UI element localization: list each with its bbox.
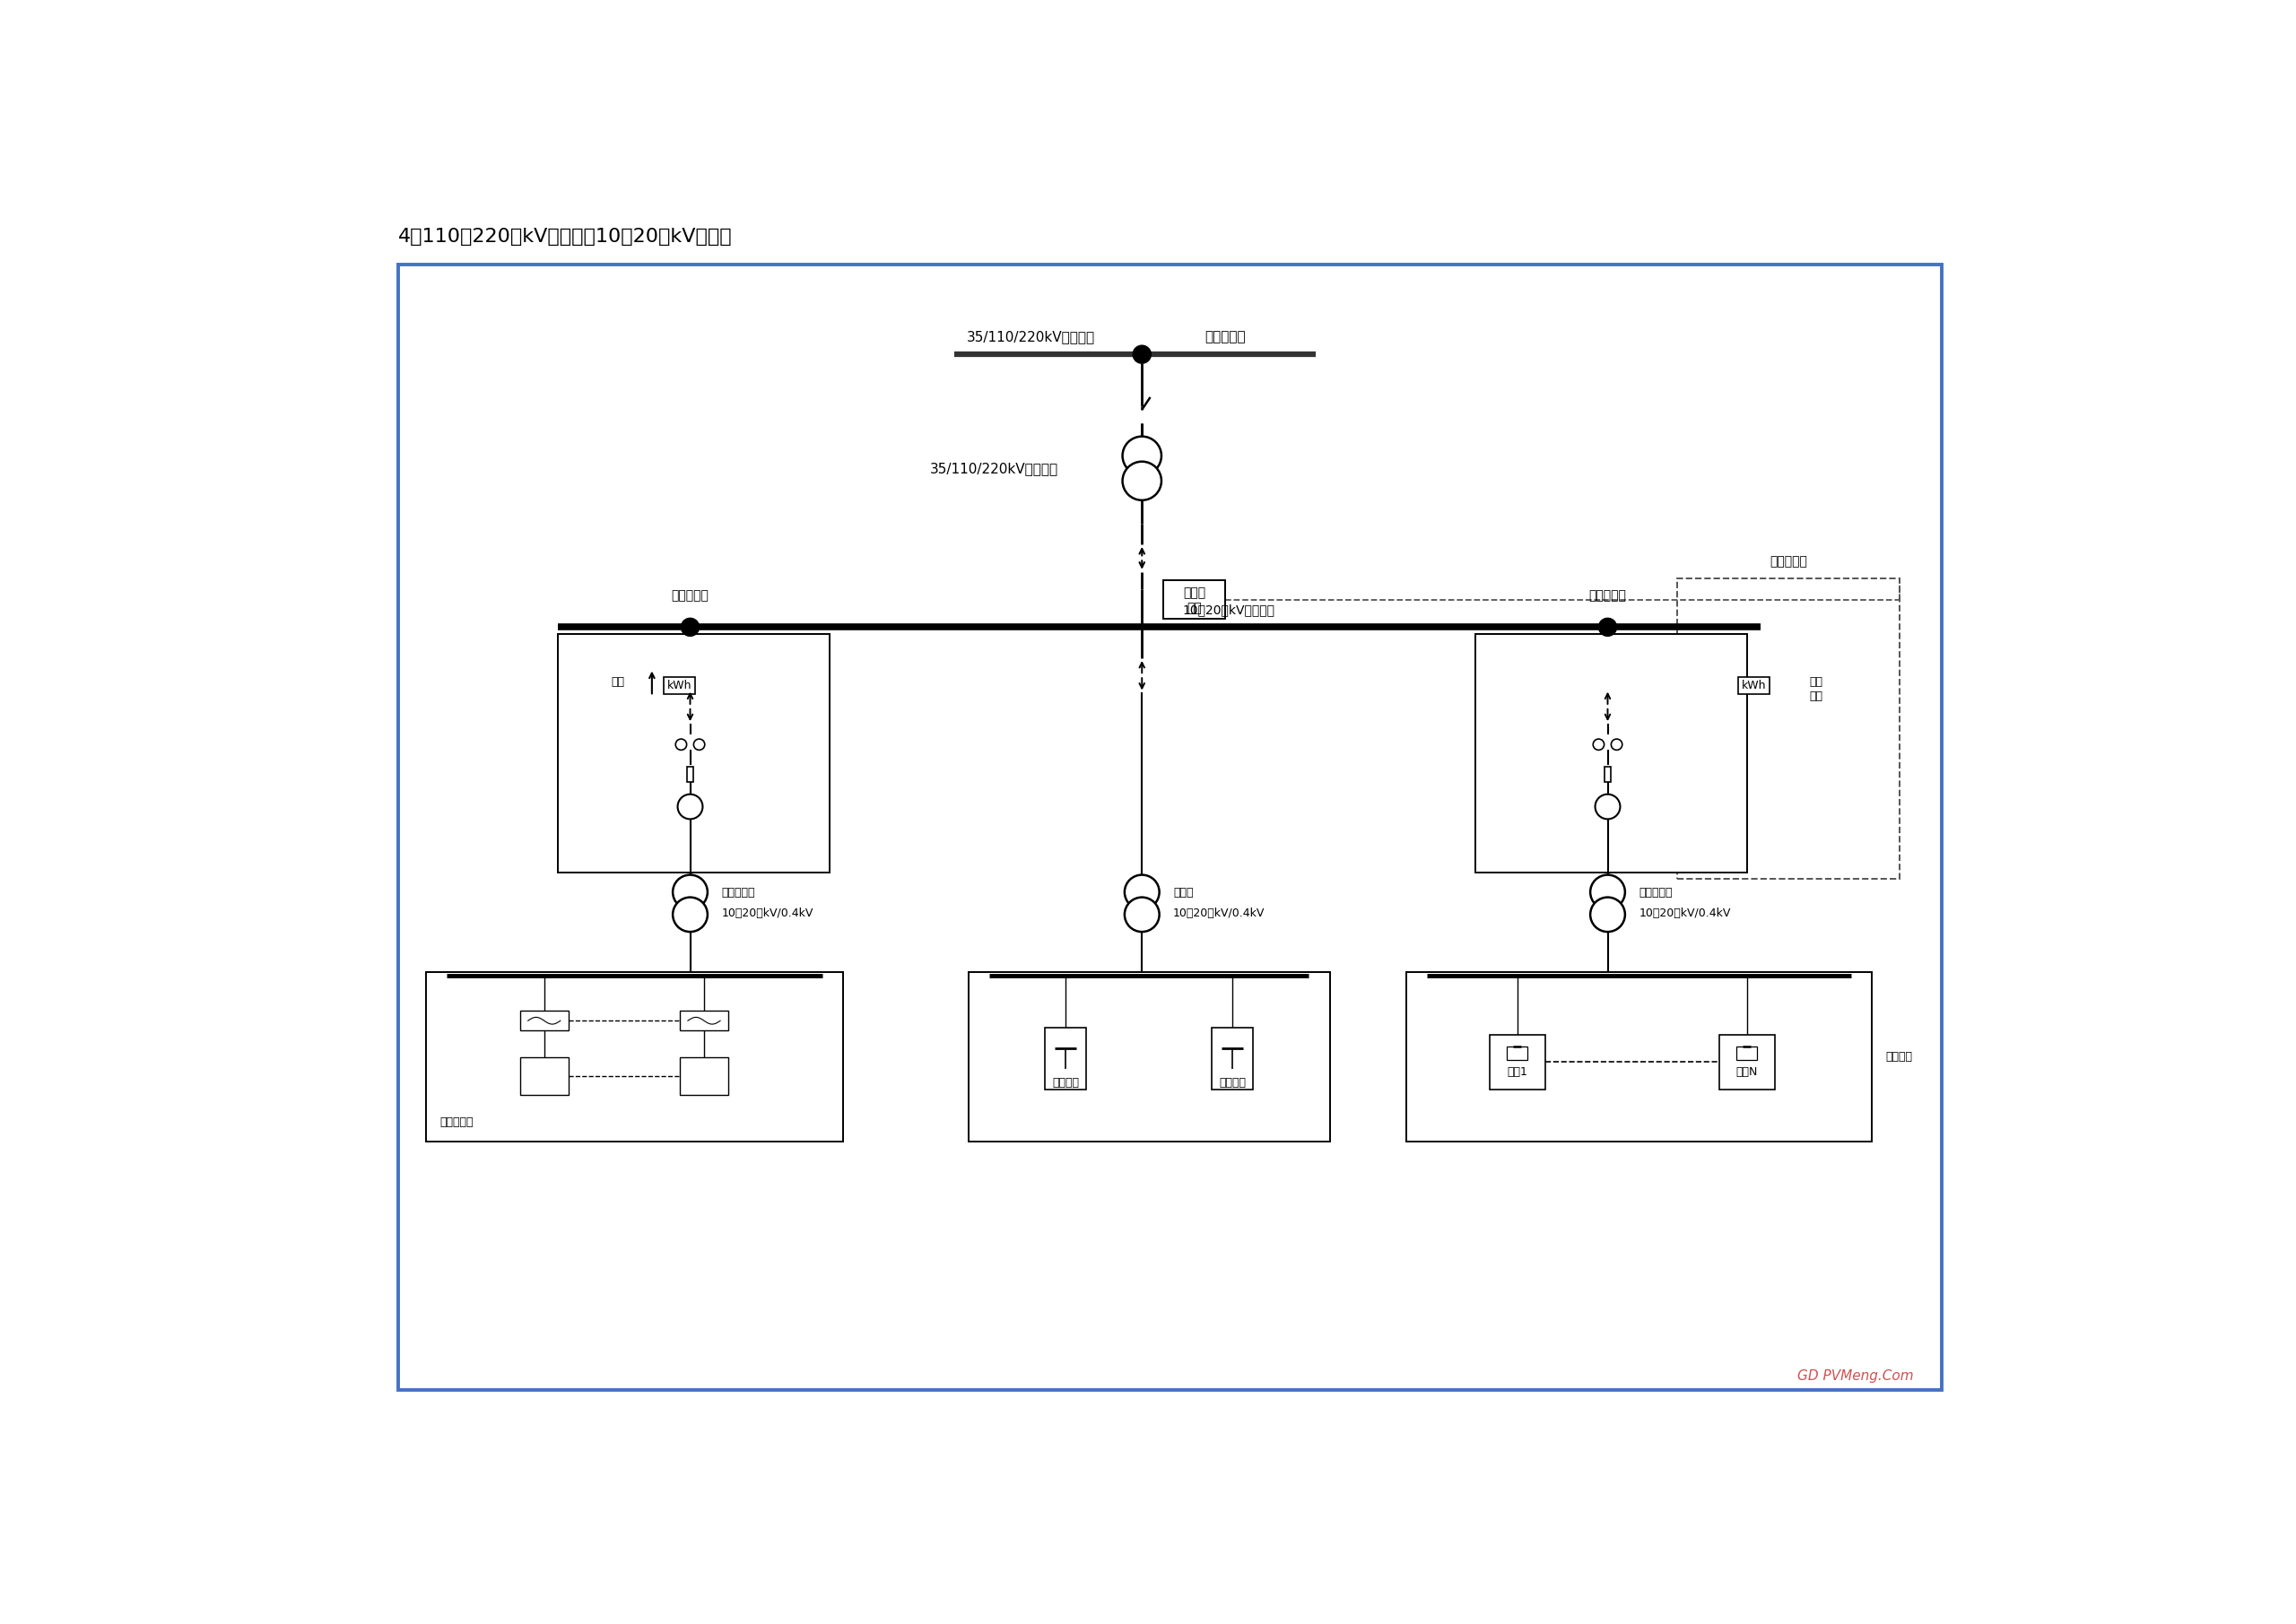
Circle shape	[1593, 739, 1605, 750]
Bar	[1676, 578, 1899, 879]
Circle shape	[1125, 898, 1159, 932]
Text: 用户负荷: 用户负荷	[1052, 1077, 1079, 1088]
Bar	[1476, 633, 1747, 872]
Circle shape	[693, 739, 705, 750]
Bar	[1720, 1034, 1775, 1090]
Bar	[519, 1057, 569, 1095]
Bar	[680, 1012, 728, 1030]
Text: 4、110（220）kV高供高计10（20）kV侧并网: 4、110（220）kV高供高计10（20）kV侧并网	[397, 227, 732, 245]
Text: 儲能1: 儲能1	[1506, 1067, 1527, 1078]
Text: kWh: kWh	[1740, 680, 1766, 692]
Text: 公共连接点: 公共连接点	[1205, 330, 1247, 344]
Bar	[1212, 1028, 1254, 1090]
Circle shape	[1123, 461, 1162, 500]
Circle shape	[1123, 437, 1162, 476]
Text: 分布式光伏: 分布式光伏	[441, 1116, 473, 1127]
Text: 光伏升压变: 光伏升压变	[721, 887, 755, 898]
Text: 正向: 正向	[1809, 690, 1823, 702]
Text: 儲能并网柜: 儲能并网柜	[1770, 555, 1807, 568]
Circle shape	[1125, 875, 1159, 909]
Circle shape	[1596, 794, 1621, 818]
Text: 儲能系统: 儲能系统	[1885, 1051, 1913, 1062]
Circle shape	[673, 898, 707, 932]
Text: 35/110/220kV用户主变: 35/110/220kV用户主变	[930, 461, 1058, 476]
Circle shape	[673, 875, 707, 909]
Text: kWh: kWh	[668, 680, 691, 692]
Text: 10（20）kV/0.4kV: 10（20）kV/0.4kV	[1639, 908, 1731, 919]
Bar	[680, 1057, 728, 1095]
Text: 儲能并网点: 儲能并网点	[1589, 590, 1626, 603]
Text: 儲能N: 儲能N	[1736, 1067, 1759, 1078]
Bar	[427, 973, 843, 1142]
Text: 儲能升压变: 儲能升压变	[1639, 887, 1671, 898]
Text: 上网: 上网	[611, 677, 625, 689]
Bar	[1490, 1034, 1545, 1090]
Bar	[687, 767, 693, 781]
Circle shape	[677, 794, 703, 818]
Bar	[1506, 1046, 1527, 1060]
Text: 用户变: 用户变	[1173, 887, 1194, 898]
Bar	[1162, 580, 1226, 619]
Text: 装置: 装置	[1187, 601, 1201, 614]
Bar	[397, 265, 1942, 1390]
Bar	[1736, 1046, 1756, 1060]
Circle shape	[1612, 739, 1623, 750]
Text: 35/110/220kV公用线路: 35/110/220kV公用线路	[967, 330, 1095, 344]
Text: GD PVMeng.Com: GD PVMeng.Com	[1798, 1369, 1913, 1384]
Circle shape	[675, 739, 687, 750]
Text: 防逆流: 防逆流	[1182, 586, 1205, 599]
Bar	[558, 633, 829, 872]
Circle shape	[682, 619, 700, 637]
Text: 10（20）kV/0.4kV: 10（20）kV/0.4kV	[721, 908, 813, 919]
Circle shape	[1591, 875, 1626, 909]
Circle shape	[1598, 619, 1616, 637]
Bar	[1045, 1028, 1086, 1090]
Text: 用户负荷: 用户负荷	[1219, 1077, 1247, 1088]
Bar	[664, 677, 696, 695]
Bar	[1605, 767, 1612, 781]
Bar	[1738, 677, 1770, 695]
Circle shape	[1591, 898, 1626, 932]
Text: 10（20）kV/0.4kV: 10（20）kV/0.4kV	[1173, 908, 1265, 919]
Bar	[1405, 973, 1871, 1142]
Text: 10（20）kV用户母线: 10（20）kV用户母线	[1182, 604, 1274, 615]
Circle shape	[1132, 346, 1150, 364]
Bar	[969, 973, 1329, 1142]
Text: 充电: 充电	[1809, 677, 1823, 689]
Text: 光伏并网点: 光伏并网点	[670, 590, 709, 603]
Bar	[519, 1012, 569, 1030]
